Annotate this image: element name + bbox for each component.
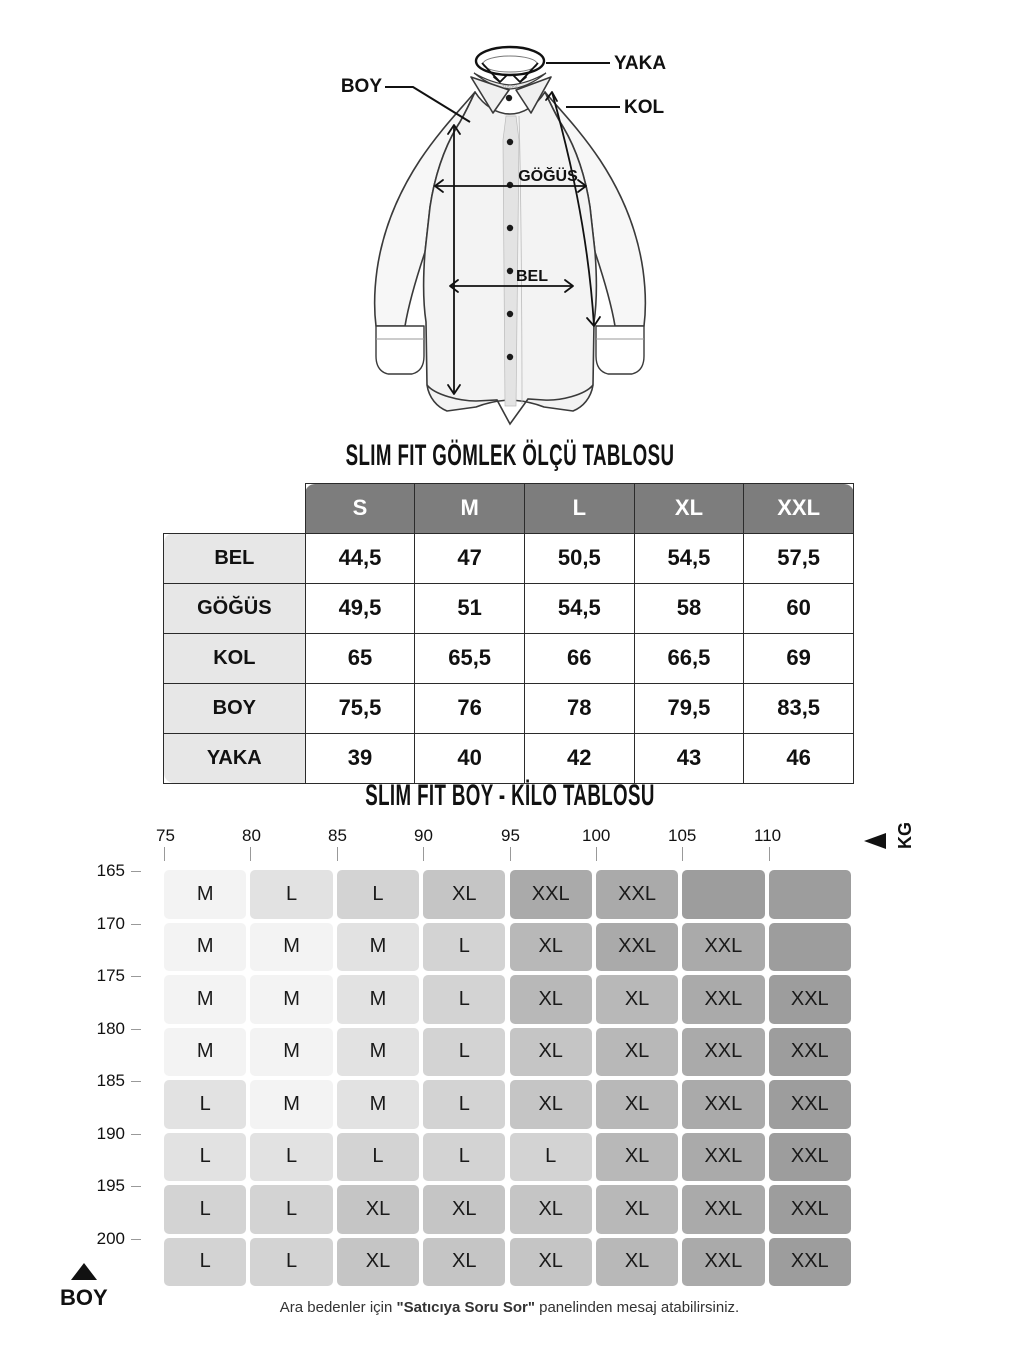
- svg-text:BEL: BEL: [516, 268, 548, 285]
- svg-text:TUĞRA: TUĞRA: [502, 83, 518, 89]
- svg-text:BOY: BOY: [341, 76, 383, 97]
- svg-text:GÖĞÜS: GÖĞÜS: [518, 166, 578, 185]
- svg-text:YAKA: YAKA: [614, 53, 666, 74]
- svg-text:KOL: KOL: [624, 97, 665, 118]
